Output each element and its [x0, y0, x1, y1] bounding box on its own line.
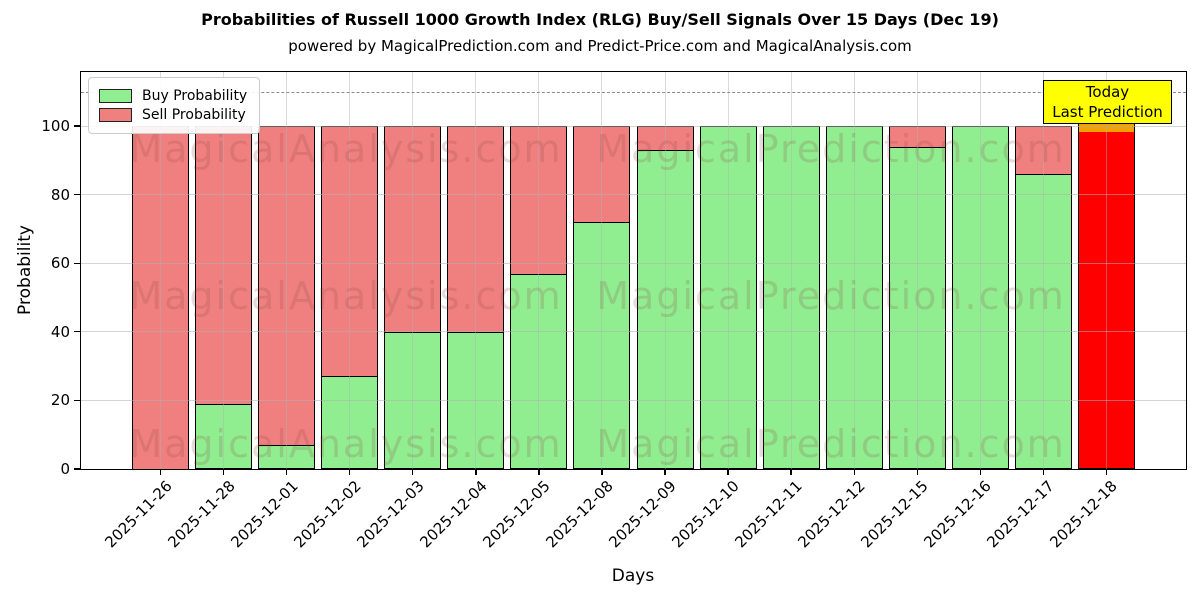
- bar-buy-2025-12-11: [762, 126, 820, 469]
- v-gridline-2025-11-28: [223, 72, 225, 469]
- v-gridline-2025-12-17: [1042, 72, 1044, 469]
- bar-buy-2025-12-17: [1014, 174, 1072, 469]
- bar-sell-2025-12-09: [636, 126, 694, 152]
- dashed-guide-line: [81, 91, 1186, 93]
- watermark-analysis-row3: MagicalAnalysis.com: [129, 422, 563, 466]
- y-tick-mark-80: [74, 193, 80, 196]
- v-gridline-2025-12-02: [349, 72, 351, 469]
- buy-swatch: [99, 89, 132, 103]
- x-tick-mark-2025-11-28: [222, 469, 225, 475]
- v-gridline-2025-12-11: [790, 72, 792, 469]
- x-tick-mark-2025-12-12: [853, 469, 855, 475]
- v-gridline-2025-12-16: [979, 72, 981, 469]
- x-tick-mark-2025-11-26: [159, 469, 162, 475]
- y-tick-mark-0: [74, 468, 80, 470]
- v-gridline-2025-12-18: [1105, 72, 1107, 469]
- y-tick-label-0: 0: [60, 460, 70, 478]
- x-tick-mark-2025-12-11: [790, 469, 792, 475]
- y-tick-label-100: 100: [41, 117, 70, 135]
- bar-sell-2025-11-26: [132, 126, 190, 470]
- x-tick-mark-2025-12-02: [349, 469, 351, 475]
- bar-buy-2025-12-05: [510, 273, 568, 469]
- h-gridline-20: [81, 399, 1186, 401]
- annotation-line-2: Last Prediction: [1052, 103, 1163, 121]
- legend-item-buy: Buy Probability: [99, 88, 247, 104]
- chart-title: Probabilities of Russell 1000 Growth Ind…: [201, 10, 999, 29]
- bar-sell-2025-12-15: [888, 126, 946, 148]
- v-gridline-2025-12-10: [727, 72, 729, 469]
- plot-area: MagicalAnalysis.com MagicalPrediction.com…: [80, 71, 1187, 470]
- bar-today-top-edge: [1078, 124, 1134, 132]
- bar-sell-2025-12-17: [1014, 126, 1072, 176]
- bar-buy-2025-12-15: [888, 146, 946, 469]
- bar-sell-2025-12-08: [573, 126, 631, 224]
- x-tick-mark-2025-12-16: [979, 469, 982, 475]
- h-gridline-100: [81, 125, 1186, 127]
- watermark-prediction-row1: MagicalPrediction.com: [596, 127, 1066, 171]
- sell-swatch: [99, 108, 132, 122]
- y-tick-label-20: 20: [50, 391, 70, 410]
- bar-buy-2025-12-16: [951, 126, 1009, 469]
- v-gridline-2025-12-03: [412, 72, 414, 469]
- v-gridline-2025-12-05: [538, 72, 540, 469]
- x-axis-label: Days: [611, 566, 655, 586]
- x-tick-mark-2025-12-01: [285, 469, 288, 475]
- watermark-analysis-row2: MagicalAnalysis.com: [129, 274, 563, 318]
- legend-item-sell: Sell Probability: [99, 107, 247, 123]
- bar-buy-2025-11-28: [195, 403, 253, 469]
- v-gridline-2025-11-26: [160, 72, 162, 469]
- annotation-line-1: Today: [1085, 83, 1130, 101]
- bar-sell-2025-12-01: [258, 126, 316, 446]
- x-tick-mark-2025-12-10: [727, 469, 729, 475]
- chart-subtitle: powered by MagicalPrediction.com and Pre…: [288, 37, 912, 55]
- h-gridline-60: [81, 262, 1186, 264]
- legend-label-buy: Buy Probability: [142, 88, 248, 104]
- bar-buy-2025-12-12: [825, 126, 883, 469]
- x-tick-mark-2025-12-04: [475, 469, 477, 475]
- watermark-prediction-row2: MagicalPrediction.com: [596, 274, 1066, 318]
- bar-sell-2025-12-02: [321, 126, 379, 378]
- y-tick-label-40: 40: [50, 322, 70, 341]
- v-gridline-2025-12-12: [853, 72, 855, 469]
- y-tick-mark-20: [74, 399, 80, 402]
- x-tick-mark-2025-12-05: [538, 469, 540, 475]
- h-gridline-40: [81, 331, 1186, 333]
- x-tick-mark-2025-12-18: [1105, 469, 1108, 475]
- today-annotation-box: Today Last Prediction: [1043, 80, 1172, 124]
- v-gridline-2025-12-08: [601, 72, 603, 469]
- v-gridline-2025-12-04: [475, 72, 477, 469]
- bar-buy-2025-12-09: [636, 150, 694, 469]
- bar-today-2025-12-18: [1077, 91, 1135, 469]
- x-tick-mark-2025-12-08: [601, 469, 603, 475]
- watermark-analysis-row1: MagicalAnalysis.com: [129, 127, 563, 171]
- y-tick-mark-40: [74, 331, 80, 333]
- x-tick-mark-2025-12-03: [412, 469, 414, 475]
- h-gridline-80: [81, 194, 1186, 196]
- y-tick-label-80: 80: [50, 185, 70, 204]
- v-gridline-2025-12-09: [664, 72, 666, 469]
- v-gridline-2025-12-15: [916, 72, 918, 469]
- y-tick-label-60: 60: [50, 254, 70, 273]
- legend-label-sell: Sell Probability: [142, 107, 246, 123]
- watermark-prediction-row3: MagicalPrediction.com: [596, 422, 1066, 466]
- bar-sell-2025-12-04: [447, 126, 505, 333]
- x-tick-mark-2025-12-09: [664, 469, 666, 475]
- v-gridline-2025-12-01: [286, 72, 288, 469]
- bar-sell-2025-12-03: [384, 126, 442, 333]
- y-tick-mark-60: [74, 262, 80, 264]
- y-tick-mark-100: [74, 125, 80, 127]
- bar-sell-2025-11-28: [195, 126, 253, 405]
- x-tick-mark-2025-12-17: [1042, 469, 1045, 475]
- bar-sell-2025-12-05: [510, 126, 568, 275]
- legend: Buy Probability Sell Probability: [88, 77, 261, 134]
- bar-buy-2025-12-10: [699, 126, 757, 469]
- x-tick-mark-2025-12-15: [916, 469, 918, 475]
